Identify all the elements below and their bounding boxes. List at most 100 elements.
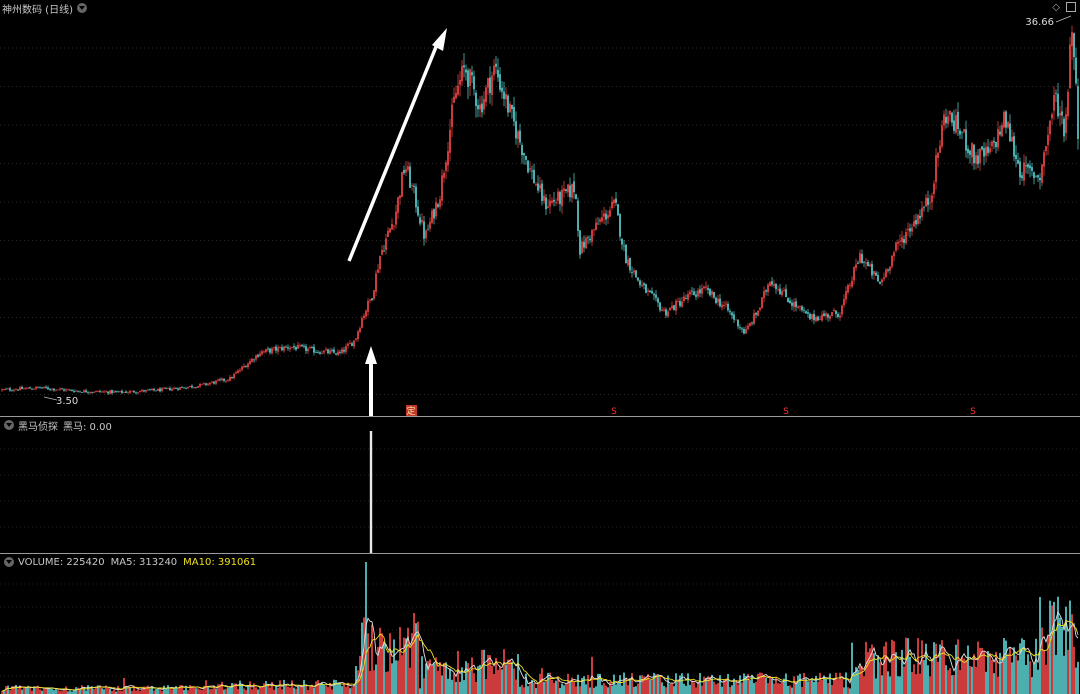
volume-bar xyxy=(677,679,679,694)
volume-bar xyxy=(439,662,441,694)
volume-bar xyxy=(363,617,365,694)
volume-bar xyxy=(269,687,271,694)
candle-body xyxy=(431,210,433,223)
candle-body xyxy=(1073,33,1075,58)
candle-body xyxy=(645,284,647,293)
volume-bar xyxy=(113,689,115,694)
candle-body xyxy=(929,202,931,204)
volume-bar xyxy=(1067,649,1069,694)
candle-body xyxy=(219,379,221,381)
chevron-down-icon[interactable] xyxy=(76,3,87,13)
candle-body xyxy=(809,313,811,320)
candle-body xyxy=(427,229,429,231)
price-chart[interactable]: 36.66 3.50 定 S S S xyxy=(0,0,1080,416)
candle-body xyxy=(111,390,113,394)
candle-body xyxy=(811,314,813,319)
candle-body xyxy=(653,293,655,296)
panel-toggle-icon[interactable] xyxy=(1066,2,1076,12)
volume-bar xyxy=(291,680,293,694)
candle-body xyxy=(207,383,209,385)
candle-body xyxy=(9,388,11,391)
candle-body xyxy=(991,141,993,147)
candle-body xyxy=(851,280,853,287)
window-controls: ◇ xyxy=(1052,2,1076,13)
volume-bar xyxy=(781,682,783,694)
volume-chart[interactable] xyxy=(0,554,1080,694)
volume-bar xyxy=(1037,669,1039,694)
candle-body xyxy=(269,348,271,353)
candle-body xyxy=(981,146,983,150)
volume-bar xyxy=(849,688,851,694)
candle-body xyxy=(141,390,143,392)
volume-bar xyxy=(617,681,619,694)
candle-body xyxy=(339,351,341,353)
volume-bar xyxy=(35,686,37,694)
chevron-down-icon[interactable] xyxy=(4,557,14,567)
volume-bar xyxy=(785,673,787,694)
volume-bar xyxy=(437,670,439,694)
candle-body xyxy=(831,312,833,317)
indicator-panel[interactable]: 黑马侦探 黑马: 0.00 xyxy=(0,417,1080,553)
candle-body xyxy=(903,239,905,243)
volume-bar xyxy=(445,662,447,694)
diamond-icon[interactable]: ◇ xyxy=(1052,2,1060,13)
candle-body xyxy=(225,380,227,382)
candle-body xyxy=(551,200,553,203)
volume-panel[interactable]: VOLUME: 225420 MA5: 313240 MA10: 391061 xyxy=(0,554,1080,694)
candle-body xyxy=(795,301,797,307)
volume-bar xyxy=(1005,640,1007,694)
volume-bar xyxy=(593,687,595,694)
candle-body xyxy=(547,206,549,209)
candle-body xyxy=(757,310,759,316)
candle-body xyxy=(299,345,301,347)
volume-bar xyxy=(657,674,659,694)
candle-body xyxy=(943,114,945,126)
candle-body xyxy=(1015,154,1017,159)
volume-bar xyxy=(117,685,119,694)
entry-arrowhead xyxy=(365,346,377,364)
candle-body xyxy=(753,313,755,324)
candle-body xyxy=(285,346,287,348)
candle-body xyxy=(873,271,875,275)
volume-bar xyxy=(715,684,717,694)
volume-bar xyxy=(43,688,45,694)
candle-body xyxy=(1007,121,1009,128)
volume-bar xyxy=(717,683,719,694)
volume-bar xyxy=(923,660,925,694)
candle-body xyxy=(699,289,701,294)
signal-bar xyxy=(369,431,373,553)
volume-bar xyxy=(57,689,59,694)
volume-bar xyxy=(917,638,919,694)
candle-body xyxy=(603,213,605,217)
candle-body xyxy=(803,309,805,311)
volume-bar xyxy=(959,669,961,694)
candle-body xyxy=(919,215,921,219)
volume-bar xyxy=(825,678,827,694)
candle-body xyxy=(443,172,445,178)
volume-bar xyxy=(49,687,51,694)
volume-bar xyxy=(277,687,279,694)
candle-body xyxy=(377,269,379,273)
volume-bar xyxy=(427,661,429,694)
candle-body xyxy=(745,329,747,334)
candle-body xyxy=(707,287,709,290)
candle-body xyxy=(597,223,599,225)
candle-body xyxy=(599,219,601,222)
volume-bar xyxy=(941,640,943,694)
candle-body xyxy=(983,148,985,157)
candle-body xyxy=(779,288,781,295)
chevron-down-icon[interactable] xyxy=(4,420,14,430)
volume-bar xyxy=(907,638,909,694)
volume-bar xyxy=(1069,600,1071,694)
candle-body xyxy=(203,382,205,384)
candle-body xyxy=(143,390,145,392)
volume-bar xyxy=(195,688,197,694)
volume-bar xyxy=(837,679,839,694)
indicator-chart[interactable] xyxy=(0,417,1080,553)
price-panel[interactable]: 36.66 3.50 定 S S S 神州数码 (日线) ◇ xyxy=(0,0,1080,416)
candle-body xyxy=(845,291,847,300)
volume-bar xyxy=(859,666,861,694)
candle-body xyxy=(735,319,737,321)
candle-body xyxy=(21,386,23,389)
volume-bar xyxy=(921,640,923,694)
